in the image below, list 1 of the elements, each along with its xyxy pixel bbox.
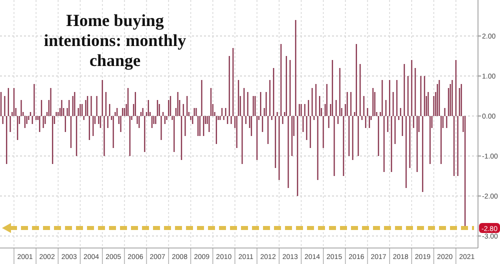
text: Home buying intentions: monthly change: [44, 11, 187, 70]
